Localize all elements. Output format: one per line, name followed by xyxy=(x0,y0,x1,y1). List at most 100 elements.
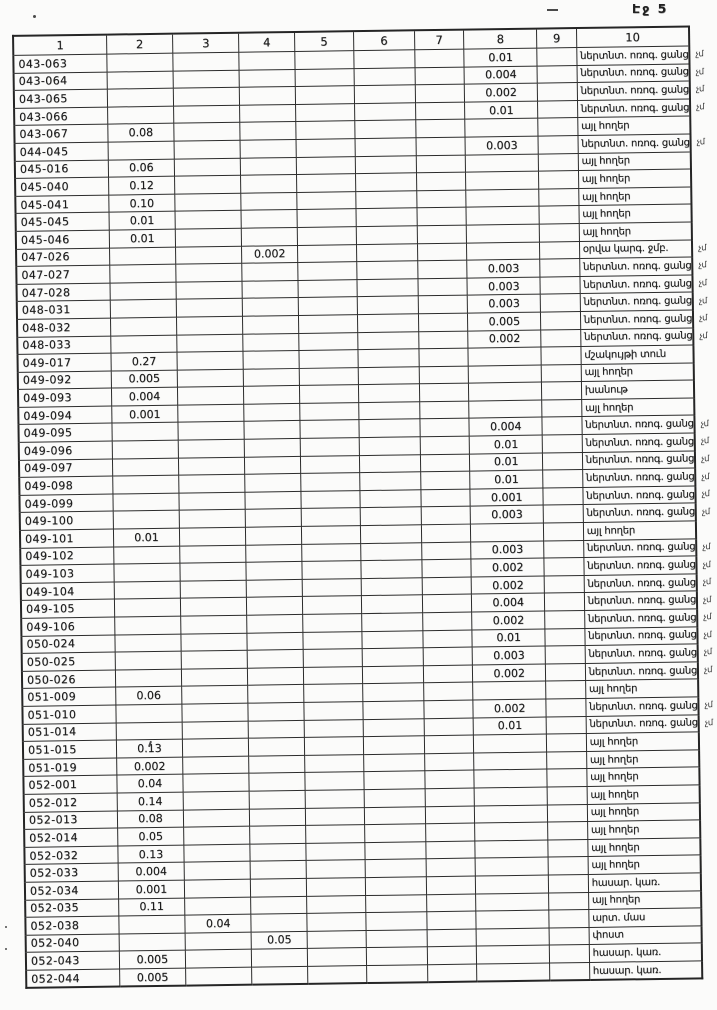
parcel-code: 045-046 xyxy=(15,230,110,249)
area-value-col4 xyxy=(245,526,302,545)
area-value-col8: 0.01 xyxy=(473,716,547,736)
area-value-col7 xyxy=(426,893,476,912)
scan-artifact xyxy=(33,15,36,18)
area-value-col4 xyxy=(245,508,302,528)
area-value-col2 xyxy=(110,299,177,318)
area-value-col3 xyxy=(181,632,248,652)
area-value-col9 xyxy=(549,909,589,928)
parcel-code: 049-100 xyxy=(19,511,114,531)
margin-note: չմ xyxy=(704,700,713,711)
area-value-col4 xyxy=(249,807,306,827)
column-header-5: 5 xyxy=(294,31,354,52)
area-value-col6 xyxy=(355,172,417,192)
land-use-label: ներտնտ. ոռոգ. ցանց xyxy=(577,133,691,154)
parcel-code: 045-040 xyxy=(15,177,109,197)
area-value-col7 xyxy=(424,717,474,736)
area-value-col3 xyxy=(180,562,247,581)
land-use-label: մշակույթի տուն xyxy=(580,345,694,365)
area-value-col6 xyxy=(358,401,420,421)
area-value-col8: 0.002 xyxy=(471,558,545,577)
area-value-col8 xyxy=(475,874,549,894)
area-value-col4 xyxy=(251,966,308,986)
area-value-col5 xyxy=(296,191,356,210)
area-value-col5 xyxy=(301,508,361,527)
area-value-col6 xyxy=(360,559,423,579)
area-value-col4 xyxy=(242,280,299,299)
margin-note: չմ xyxy=(702,559,711,570)
area-value-col8: 0.01 xyxy=(469,435,543,454)
area-value-col8 xyxy=(476,962,551,982)
area-value-col8 xyxy=(465,153,539,173)
margin-note: չմ xyxy=(699,331,708,342)
area-value-col6 xyxy=(358,366,420,385)
area-value-col2 xyxy=(112,457,179,477)
area-value-col7 xyxy=(423,647,473,666)
area-value-col4 xyxy=(245,491,302,510)
margin-note xyxy=(692,222,717,240)
area-value-col6 xyxy=(356,278,419,297)
margin-note: չմ xyxy=(698,295,707,306)
land-use-label: ներտնտ. ոռոգ. ցանց xyxy=(580,309,694,330)
land-use-label: ներտնտ. ոռոգ. ցանց xyxy=(585,696,699,717)
area-value-col6 xyxy=(357,313,419,333)
parcel-code: 051-009 xyxy=(22,687,116,707)
area-value-col7 xyxy=(424,752,474,772)
area-value-col7 xyxy=(423,682,473,701)
area-value-col4 xyxy=(243,385,300,405)
area-value-col3 xyxy=(181,667,248,687)
area-value-col3 xyxy=(175,228,242,247)
parcel-code: 043-064 xyxy=(13,71,108,91)
area-value-col8 xyxy=(466,241,541,261)
area-value-col7 xyxy=(426,928,477,947)
area-value-col2 xyxy=(114,598,181,618)
area-value-col4 xyxy=(239,104,296,123)
area-value-col3 xyxy=(182,755,250,775)
area-value-col7 xyxy=(421,506,471,525)
parcel-code: 051-014 xyxy=(22,722,117,742)
area-value-col5 xyxy=(307,965,367,985)
area-value-col5 xyxy=(306,912,366,932)
area-value-col3 xyxy=(182,773,250,793)
area-value-col3 xyxy=(179,544,247,564)
area-value-col5 xyxy=(298,332,358,351)
area-value-col3 xyxy=(185,967,253,987)
area-value-col5 xyxy=(298,296,358,316)
area-value-col8 xyxy=(472,681,547,701)
area-value-col8: 0.003 xyxy=(470,540,545,560)
area-value-col5 xyxy=(306,930,367,949)
area-value-col4 xyxy=(248,737,305,756)
area-value-col2: 0.05 xyxy=(117,827,184,846)
area-value-col4 xyxy=(246,596,303,616)
area-value-col2: 0.14 xyxy=(116,792,184,811)
parcel-code: 048-031 xyxy=(16,300,111,320)
area-value-col2: 0.01 xyxy=(108,211,176,231)
area-value-col5 xyxy=(305,859,366,879)
area-value-col6 xyxy=(355,208,418,227)
column-header-4: 4 xyxy=(238,31,295,53)
area-value-col2 xyxy=(114,633,182,653)
land-use-label: հասար. կառ. xyxy=(589,960,703,981)
area-value-col5 xyxy=(300,472,360,492)
area-value-col7 xyxy=(417,225,467,244)
area-value-col8 xyxy=(473,751,548,771)
land-use-label: այլ հողեր xyxy=(587,820,701,840)
area-value-col2: 0.005 xyxy=(110,369,178,389)
area-value-col7 xyxy=(419,383,469,402)
land-use-label: ներտնտ. ոռոգ. ցանց xyxy=(584,608,698,629)
area-value-col9 xyxy=(537,82,578,101)
area-value-col6 xyxy=(356,243,418,262)
area-value-col3 xyxy=(183,808,250,828)
land-use-label: այլ հողեր xyxy=(586,749,700,769)
area-value-col3 xyxy=(177,351,244,370)
area-value-col4 xyxy=(243,332,299,352)
area-value-col3 xyxy=(176,298,243,318)
margin-note: չմ xyxy=(703,594,712,606)
area-value-col9 xyxy=(544,557,584,576)
parcel-code: 050-025 xyxy=(21,652,116,672)
area-value-col6 xyxy=(360,524,422,544)
area-value-col7 xyxy=(416,207,467,226)
land-use-label: օրվա կարգ. ջմբ. xyxy=(579,239,693,259)
area-value-col5 xyxy=(298,314,358,333)
table-scan-area: 1 2 3 4 5 6 7 8 9 10 043-063 0.01 ներտնտ. ոռոգ. ցան… xyxy=(12,25,717,989)
